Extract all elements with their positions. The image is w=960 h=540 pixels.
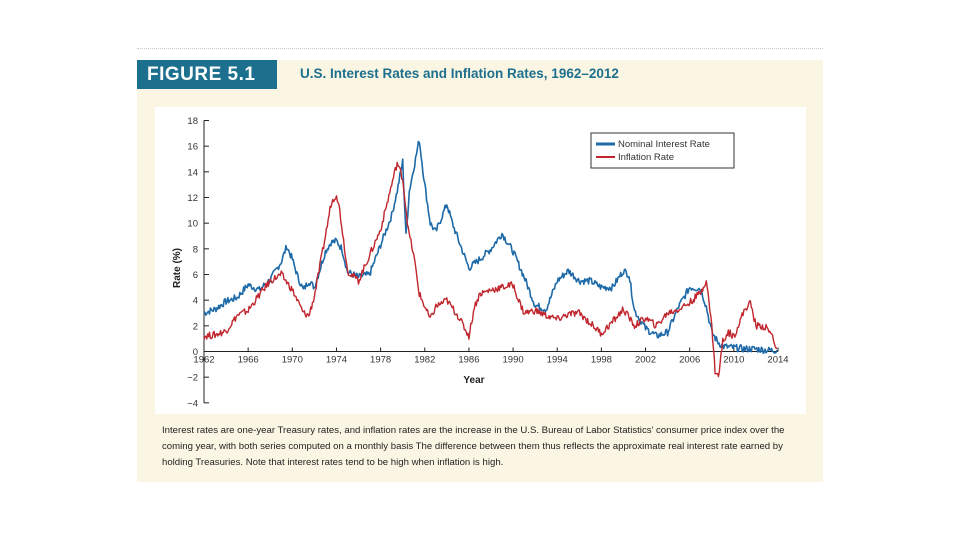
x-tick-label: 1986 [458,355,479,366]
figure-title: U.S. Interest Rates and Inflation Rates,… [300,66,619,81]
y-tick-label: 8 [193,244,198,255]
x-axis: 1962 1966 1970 1974 1978 1982 1986 1990 1994 1998… [193,347,789,366]
x-tick-label: 2014 [767,355,788,366]
x-tick-label: 2010 [723,355,744,366]
x-tick-label: 1962 [193,355,214,366]
x-tick-label: 2002 [635,355,656,366]
y-tick-label: 16 [187,142,198,153]
x-tick-label: 1978 [370,355,391,366]
y-axis-label: Rate (%) [172,248,183,288]
y-tick-label: 12 [187,193,198,204]
legend-label-nominal: Nominal Interest Rate [618,139,710,150]
figure-caption: Interest rates are one-year Treasury rat… [162,425,785,468]
y-tick-label: 10 [187,219,198,230]
series-line-inflation-rate [203,161,778,378]
series-layer [203,140,778,378]
x-tick-label: 1970 [282,355,303,366]
y-tick-label: 14 [187,167,198,178]
legend: Nominal Interest Rate Inflation Rate [590,132,735,169]
y-tick-label: 4 [193,296,198,307]
x-tick-label: 1982 [414,355,435,366]
x-tick-label: 1990 [503,355,524,366]
y-tick-label: 6 [193,270,198,281]
y-tick-label: 2 [193,321,198,332]
series-line-nominal-interest-rate [203,140,778,355]
x-tick-label: 1994 [547,355,568,366]
x-axis-label: Year [463,375,484,386]
y-tick-label: −2 [187,373,198,384]
legend-box [590,132,735,169]
x-tick-label: 2006 [679,355,700,366]
figure-label: FIGURE 5.1 [137,60,277,89]
y-tick-label: 18 [187,116,198,127]
y-tick-label: 0 [193,347,198,358]
top-divider [137,48,823,49]
x-tick-label: 1966 [238,355,259,366]
legend-label-inflation: Inflation Rate [618,152,674,163]
x-tick-label: 1998 [591,355,612,366]
x-tick-label: 1974 [326,355,347,366]
y-tick-label: −4 [187,398,198,409]
y-axis: −4 −2 0 2 4 6 8 10 12 14 16 18 [187,116,209,409]
